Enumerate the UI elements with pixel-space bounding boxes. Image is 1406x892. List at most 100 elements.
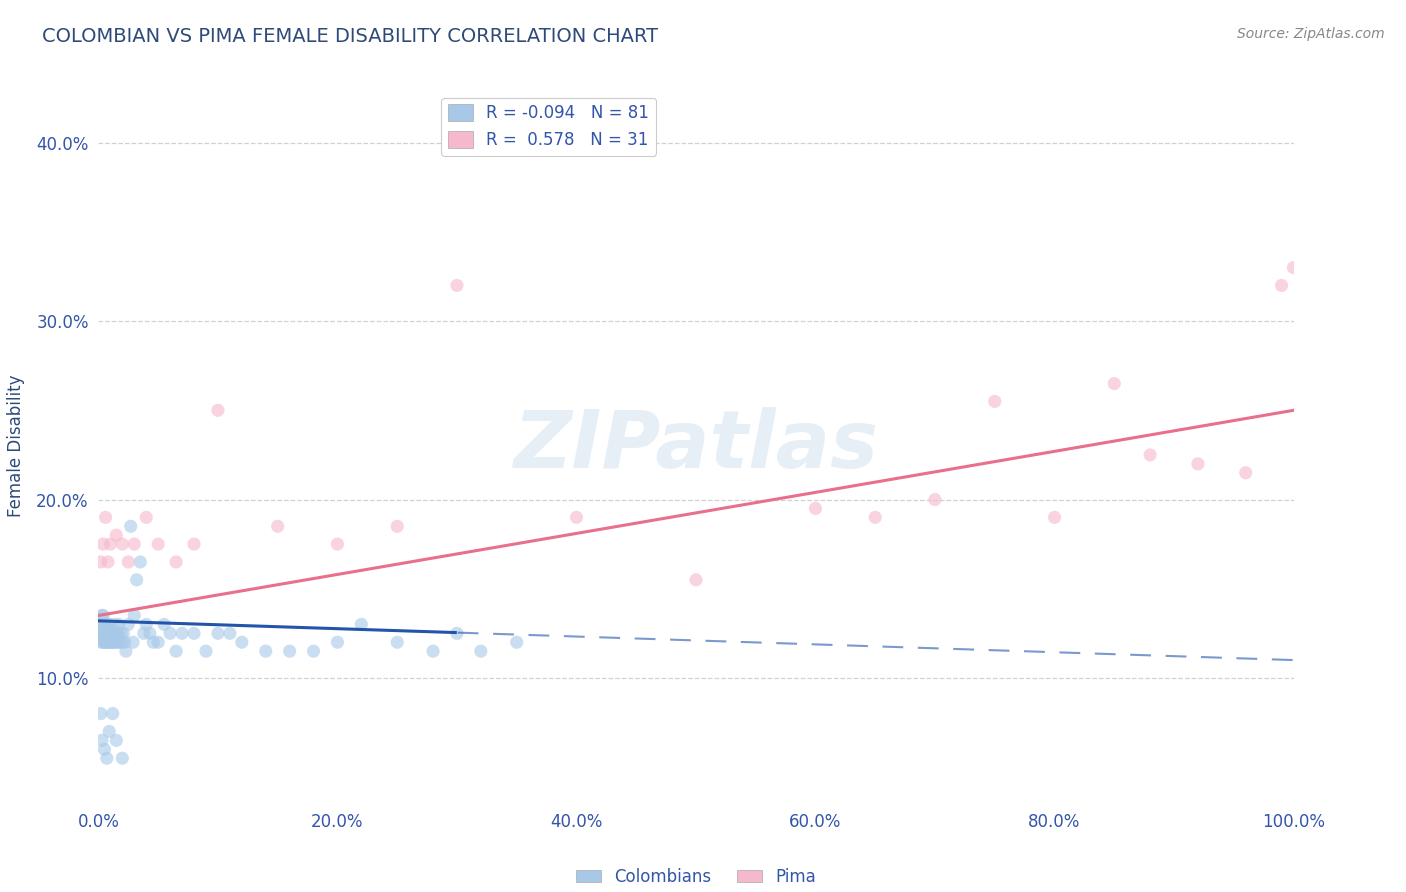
Point [124,608,146,623]
Point [148,635,170,649]
Point [96,626,118,640]
Point [111,635,134,649]
Point [111,751,134,765]
Point [219,626,242,640]
Point [98,537,122,551]
Point [97,555,120,569]
Point [93,626,115,640]
Point [91,733,114,747]
Point [101,635,124,649]
Point [98,626,122,640]
Point [112,626,135,640]
Point [94,626,117,640]
Point [105,626,128,640]
Point [470,644,492,658]
Point [139,626,162,640]
Point [135,510,157,524]
Point [90,555,112,569]
Point [93,617,115,632]
Point [267,519,290,533]
Point [97,626,120,640]
Point [107,626,129,640]
Point [110,626,132,640]
Point [105,635,128,649]
Point [135,617,157,632]
Point [326,635,349,649]
Point [103,635,125,649]
Point [108,635,131,649]
Point [685,573,707,587]
Point [93,635,115,649]
Point [804,501,827,516]
Point [865,510,887,524]
Point [90,635,112,649]
Point [125,573,148,587]
Point [96,635,118,649]
Point [231,635,253,649]
Point [98,635,121,649]
Point [207,403,229,417]
Point [422,644,444,658]
Point [565,510,588,524]
Point [91,537,114,551]
Point [90,617,112,632]
Point [142,635,165,649]
Point [91,635,114,649]
Point [165,555,187,569]
Point [98,626,121,640]
Point [120,519,142,533]
Point [107,635,129,649]
Point [93,742,115,756]
Point [98,617,122,632]
Point [122,635,145,649]
Point [117,555,139,569]
Point [97,617,120,632]
Point [98,724,121,739]
Point [183,537,205,551]
Point [107,617,129,632]
Point [446,626,468,640]
Point [105,528,128,542]
Point [385,635,409,649]
Point [350,617,373,632]
Point [924,492,946,507]
Point [153,617,176,632]
Point [172,626,194,640]
Point [91,626,114,640]
Point [91,626,114,640]
Point [165,644,187,658]
Y-axis label: Female Disability: Female Disability [7,375,25,517]
Point [302,644,325,658]
Point [1043,510,1066,524]
Point [101,626,124,640]
Point [91,608,114,623]
Point [97,635,120,649]
Point [132,626,155,640]
Point [148,537,170,551]
Point [91,608,114,623]
Point [100,626,122,640]
Point [98,635,122,649]
Point [1271,278,1294,293]
Point [100,635,122,649]
Point [984,394,1007,409]
Text: Source: ZipAtlas.com: Source: ZipAtlas.com [1237,27,1385,41]
Point [195,644,218,658]
Point [117,617,139,632]
Point [1282,260,1305,275]
Point [1139,448,1161,462]
Point [94,510,117,524]
Point [446,278,468,293]
Point [103,626,125,640]
Point [1104,376,1126,391]
Point [1187,457,1209,471]
Point [1234,466,1257,480]
Point [96,751,118,765]
Point [91,617,114,632]
Point [129,555,152,569]
Point [101,706,124,721]
Point [89,626,111,640]
Point [90,706,112,721]
Point [254,644,277,658]
Text: ZIPatlas: ZIPatlas [513,407,879,485]
